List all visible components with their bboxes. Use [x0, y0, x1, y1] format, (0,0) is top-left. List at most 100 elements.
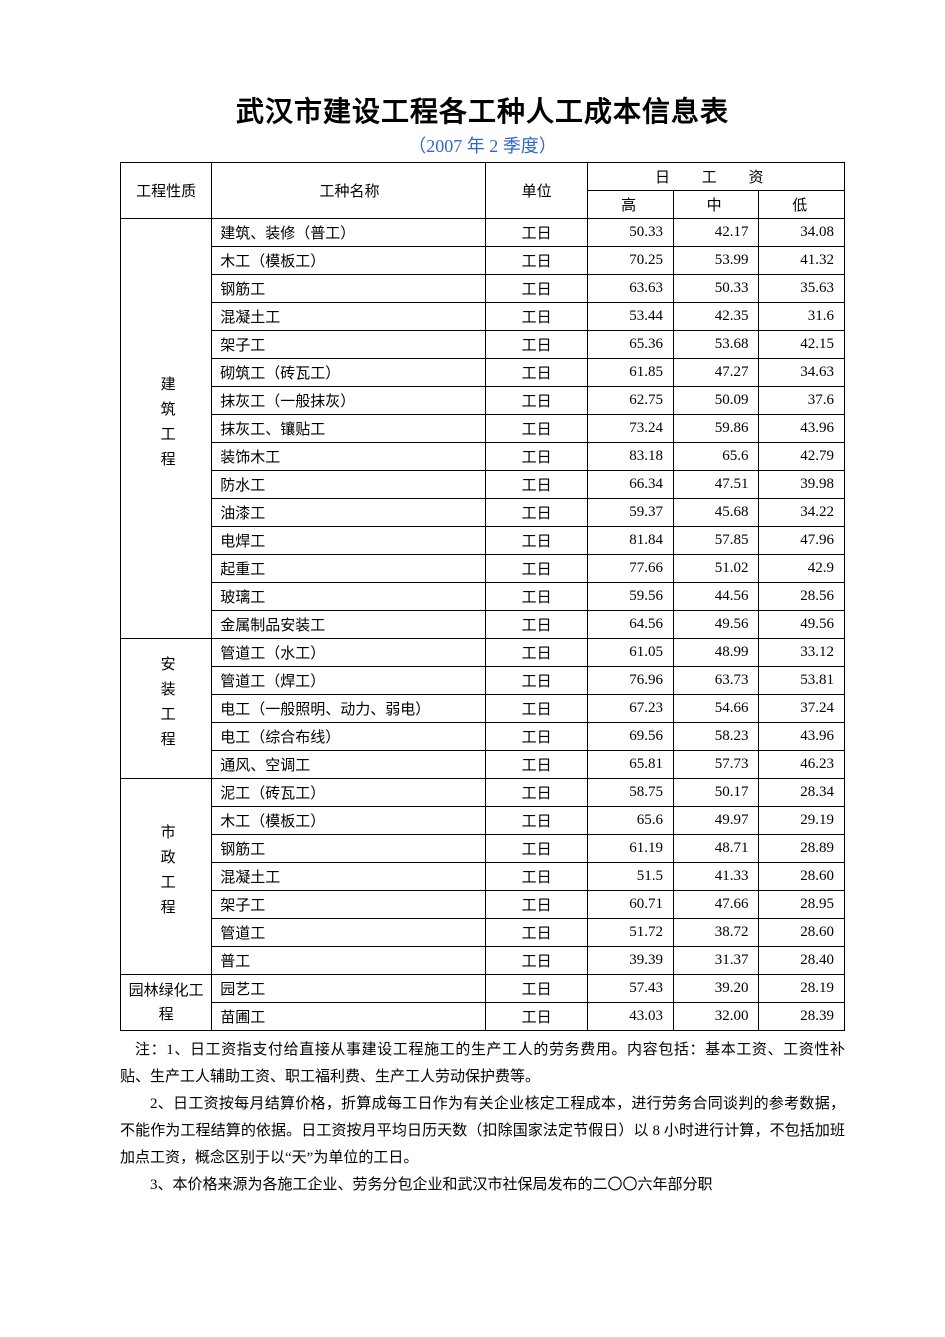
table-row: 通风、空调工工日65.8157.7346.23 [121, 751, 845, 779]
table-row: 玻璃工工日59.5644.5628.56 [121, 583, 845, 611]
unit-cell: 工日 [485, 947, 588, 975]
name-cell: 普工 [212, 947, 486, 975]
mid-cell: 50.09 [673, 387, 759, 415]
low-cell: 34.63 [759, 359, 845, 387]
category-label: 市政工程 [159, 824, 174, 924]
unit-cell: 工日 [485, 919, 588, 947]
high-cell: 50.33 [588, 219, 674, 247]
high-cell: 43.03 [588, 1003, 674, 1031]
category-cell: 安装工程 [121, 639, 212, 779]
low-cell: 47.96 [759, 527, 845, 555]
name-cell: 苗圃工 [212, 1003, 486, 1031]
table-row: 起重工工日77.6651.0242.9 [121, 555, 845, 583]
high-cell: 64.56 [588, 611, 674, 639]
unit-cell: 工日 [485, 583, 588, 611]
high-cell: 66.34 [588, 471, 674, 499]
high-cell: 53.44 [588, 303, 674, 331]
mid-cell: 54.66 [673, 695, 759, 723]
mid-cell: 32.00 [673, 1003, 759, 1031]
high-cell: 51.72 [588, 919, 674, 947]
mid-cell: 49.97 [673, 807, 759, 835]
unit-cell: 工日 [485, 835, 588, 863]
name-cell: 起重工 [212, 555, 486, 583]
high-cell: 76.96 [588, 667, 674, 695]
mid-cell: 50.33 [673, 275, 759, 303]
low-cell: 34.22 [759, 499, 845, 527]
mid-cell: 48.99 [673, 639, 759, 667]
header-low: 低 [759, 191, 845, 219]
high-cell: 70.25 [588, 247, 674, 275]
mid-cell: 65.6 [673, 443, 759, 471]
table-row: 普工工日39.3931.3728.40 [121, 947, 845, 975]
name-cell: 电工（综合布线） [212, 723, 486, 751]
name-cell: 混凝土工 [212, 863, 486, 891]
high-cell: 61.19 [588, 835, 674, 863]
header-category: 工程性质 [121, 163, 212, 219]
name-cell: 钢筋工 [212, 835, 486, 863]
unit-cell: 工日 [485, 891, 588, 919]
category-cell: 市政工程 [121, 779, 212, 975]
high-cell: 83.18 [588, 443, 674, 471]
high-cell: 81.84 [588, 527, 674, 555]
low-cell: 28.89 [759, 835, 845, 863]
table-row: 管道工（焊工）工日76.9663.7353.81 [121, 667, 845, 695]
mid-cell: 42.35 [673, 303, 759, 331]
unit-cell: 工日 [485, 695, 588, 723]
high-cell: 65.36 [588, 331, 674, 359]
low-cell: 33.12 [759, 639, 845, 667]
mid-cell: 41.33 [673, 863, 759, 891]
table-row: 苗圃工工日43.0332.0028.39 [121, 1003, 845, 1031]
table-row: 装饰木工工日83.1865.642.79 [121, 443, 845, 471]
unit-cell: 工日 [485, 975, 588, 1003]
low-cell: 28.56 [759, 583, 845, 611]
table-row: 防水工工日66.3447.5139.98 [121, 471, 845, 499]
name-cell: 架子工 [212, 331, 486, 359]
unit-cell: 工日 [485, 387, 588, 415]
table-row: 电工（一般照明、动力、弱电）工日67.2354.6637.24 [121, 695, 845, 723]
mid-cell: 39.20 [673, 975, 759, 1003]
table-row: 混凝土工工日51.541.3328.60 [121, 863, 845, 891]
note-paragraph: 3、本价格来源为各施工企业、劳务分包企业和武汉市社保局发布的二〇〇六年部分职 [120, 1172, 845, 1199]
mid-cell: 48.71 [673, 835, 759, 863]
mid-cell: 53.68 [673, 331, 759, 359]
labor-cost-table: 工程性质 工种名称 单位 日 工 资 高 中 低 建筑工程建筑、装修（普工）工日… [120, 162, 845, 1031]
table-row: 钢筋工工日63.6350.3335.63 [121, 275, 845, 303]
note-paragraph: 注：1、日工资指支付给直接从事建设工程施工的生产工人的劳务费用。内容包括：基本工… [120, 1037, 845, 1091]
name-cell: 园艺工 [212, 975, 486, 1003]
low-cell: 28.34 [759, 779, 845, 807]
low-cell: 35.63 [759, 275, 845, 303]
mid-cell: 44.56 [673, 583, 759, 611]
mid-cell: 47.27 [673, 359, 759, 387]
header-unit: 单位 [485, 163, 588, 219]
table-row: 金属制品安装工工日64.5649.5649.56 [121, 611, 845, 639]
page-subtitle: （2007 年 2 季度） [120, 132, 845, 158]
unit-cell: 工日 [485, 331, 588, 359]
name-cell: 木工（模板工） [212, 247, 486, 275]
high-cell: 60.71 [588, 891, 674, 919]
table-row: 钢筋工工日61.1948.7128.89 [121, 835, 845, 863]
mid-cell: 45.68 [673, 499, 759, 527]
high-cell: 51.5 [588, 863, 674, 891]
unit-cell: 工日 [485, 611, 588, 639]
low-cell: 53.81 [759, 667, 845, 695]
name-cell: 建筑、装修（普工） [212, 219, 486, 247]
category-label: 安装工程 [159, 656, 174, 756]
mid-cell: 50.17 [673, 779, 759, 807]
table-row: 木工（模板工）工日65.649.9729.19 [121, 807, 845, 835]
high-cell: 69.56 [588, 723, 674, 751]
low-cell: 29.19 [759, 807, 845, 835]
name-cell: 砌筑工（砖瓦工） [212, 359, 486, 387]
high-cell: 65.6 [588, 807, 674, 835]
unit-cell: 工日 [485, 723, 588, 751]
header-name: 工种名称 [212, 163, 486, 219]
unit-cell: 工日 [485, 219, 588, 247]
mid-cell: 59.86 [673, 415, 759, 443]
low-cell: 49.56 [759, 611, 845, 639]
high-cell: 77.66 [588, 555, 674, 583]
name-cell: 通风、空调工 [212, 751, 486, 779]
name-cell: 泥工（砖瓦工） [212, 779, 486, 807]
low-cell: 37.24 [759, 695, 845, 723]
unit-cell: 工日 [485, 639, 588, 667]
header-high: 高 [588, 191, 674, 219]
name-cell: 玻璃工 [212, 583, 486, 611]
